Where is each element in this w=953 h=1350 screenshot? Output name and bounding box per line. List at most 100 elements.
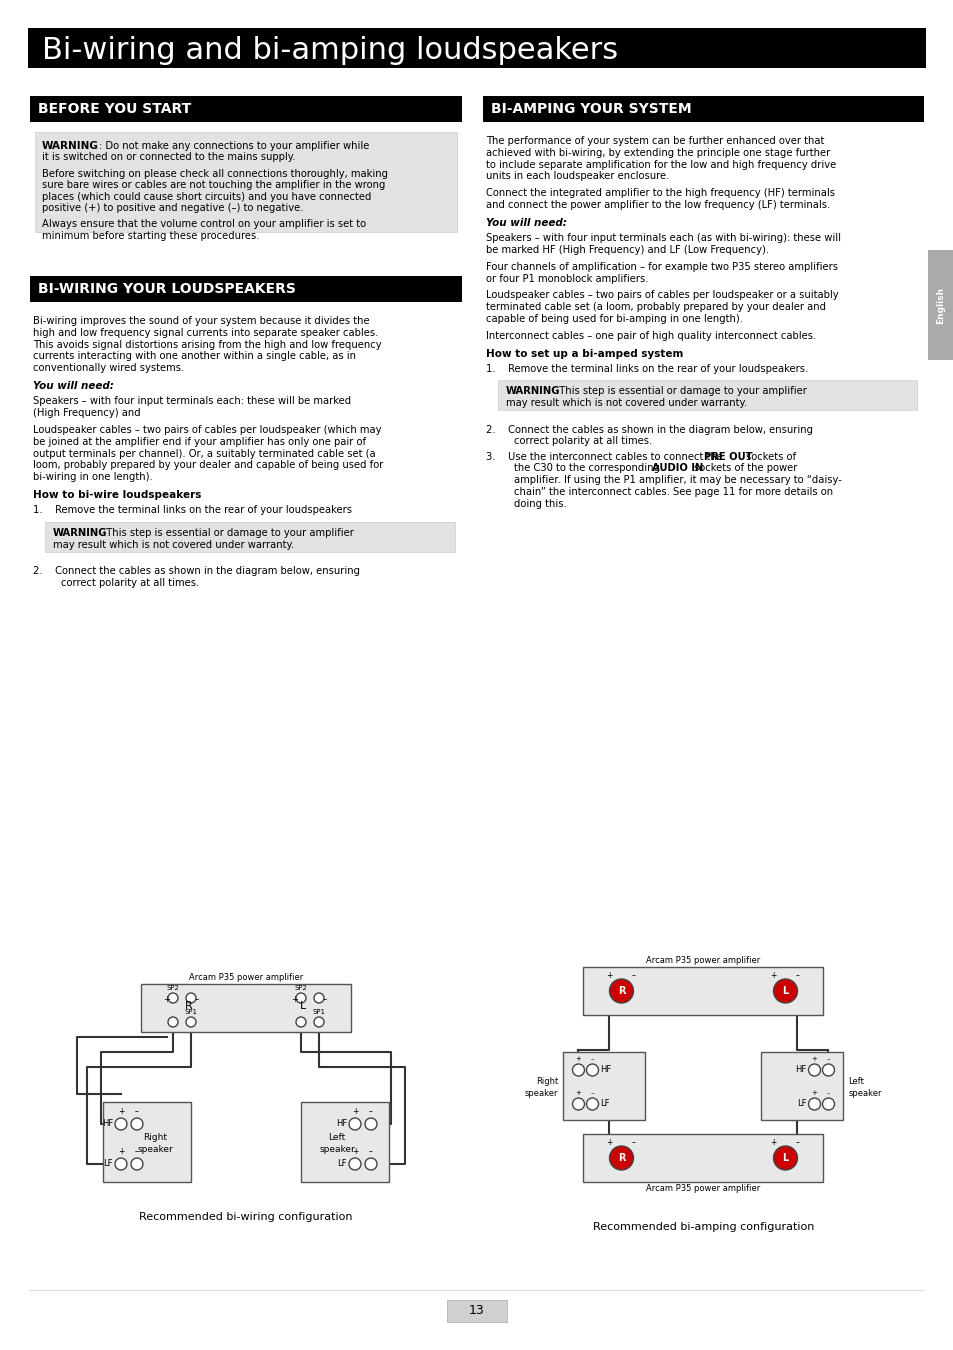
Text: +: + — [163, 995, 171, 1004]
Text: BI-AMPING YOUR SYSTEM: BI-AMPING YOUR SYSTEM — [491, 103, 691, 116]
Text: R: R — [618, 1153, 624, 1162]
Text: output terminals per channel). Or, a suitably terminated cable set (a: output terminals per channel). Or, a sui… — [33, 448, 375, 459]
Bar — [103, 1102, 191, 1183]
Text: 2.    Connect the cables as shown in the diagram below, ensuring: 2. Connect the cables as shown in the di… — [33, 566, 359, 576]
Text: 13: 13 — [469, 1304, 484, 1318]
Text: +: + — [575, 1056, 580, 1062]
Circle shape — [168, 1017, 178, 1027]
Bar — [497, 381, 916, 410]
Text: :This step is essential or damage to your amplifier: :This step is essential or damage to you… — [103, 528, 354, 537]
Text: may result which is not covered under warranty.: may result which is not covered under wa… — [505, 398, 746, 408]
Circle shape — [609, 1146, 633, 1170]
Text: Arcam P35 power amplifier: Arcam P35 power amplifier — [646, 1184, 760, 1193]
Circle shape — [365, 1158, 376, 1170]
Bar — [30, 275, 461, 302]
Bar — [35, 132, 456, 232]
Circle shape — [131, 1118, 143, 1130]
Text: +: + — [769, 971, 776, 980]
Text: –: – — [590, 1089, 594, 1096]
Text: LF: LF — [337, 1160, 347, 1169]
Text: Recommended bi-amping configuration: Recommended bi-amping configuration — [592, 1222, 813, 1233]
Bar — [583, 1134, 822, 1183]
Text: –: – — [631, 1138, 635, 1148]
Text: be joined at the amplifier end if your amplifier has only one pair of: be joined at the amplifier end if your a… — [33, 437, 366, 447]
Text: –: – — [590, 1056, 594, 1062]
Text: Loudspeaker cables – two pairs of cables per loudspeaker or a suitably: Loudspeaker cables – two pairs of cables… — [485, 290, 838, 300]
Circle shape — [314, 994, 324, 1003]
Text: +: + — [292, 995, 298, 1004]
Text: L: L — [781, 986, 788, 996]
Text: This avoids signal distortions arising from the high and low frequency: This avoids signal distortions arising f… — [33, 340, 381, 350]
Bar — [482, 96, 923, 122]
Text: +: + — [769, 1138, 776, 1148]
Text: LF: LF — [796, 1099, 805, 1108]
Circle shape — [186, 994, 195, 1003]
Text: LF: LF — [103, 1160, 112, 1169]
Text: –: – — [631, 971, 635, 980]
Text: 1.    Remove the terminal links on the rear of your loudspeakers: 1. Remove the terminal links on the rear… — [33, 505, 352, 516]
Circle shape — [572, 1098, 584, 1110]
Text: BEFORE YOU START: BEFORE YOU START — [38, 103, 191, 116]
Circle shape — [168, 994, 178, 1003]
Text: the C30 to the corresponding: the C30 to the corresponding — [514, 463, 662, 474]
Circle shape — [586, 1098, 598, 1110]
Text: correct polarity at all times.: correct polarity at all times. — [61, 578, 199, 587]
Text: speaker: speaker — [847, 1088, 882, 1098]
Text: capable of being used for bi-amping in one length).: capable of being used for bi-amping in o… — [485, 315, 742, 324]
Circle shape — [349, 1118, 360, 1130]
Text: Interconnect cables – one pair of high quality interconnect cables.: Interconnect cables – one pair of high q… — [485, 331, 816, 340]
Text: PRE OUT: PRE OUT — [703, 452, 752, 462]
Text: Bi-wiring improves the sound of your system because it divides the: Bi-wiring improves the sound of your sys… — [33, 316, 369, 325]
Circle shape — [115, 1158, 127, 1170]
Text: high and low frequency signal currents into separate speaker cables.: high and low frequency signal currents i… — [33, 328, 378, 338]
Circle shape — [807, 1064, 820, 1076]
Text: –: – — [135, 1107, 139, 1116]
Text: How to bi-wire loudspeakers: How to bi-wire loudspeakers — [33, 490, 201, 500]
Text: currents interacting with one another within a single cable, as in: currents interacting with one another wi… — [33, 351, 355, 362]
Circle shape — [314, 1017, 324, 1027]
Text: HF: HF — [795, 1065, 805, 1075]
Bar — [141, 984, 351, 1031]
Text: R: R — [618, 986, 624, 996]
Text: units in each loudspeaker enclosure.: units in each loudspeaker enclosure. — [485, 171, 669, 181]
Text: Speakers – with four input terminals each (as with bi-wiring): these will: Speakers – with four input terminals eac… — [485, 234, 841, 243]
Text: places (which could cause short circuits) and you have connected: places (which could cause short circuits… — [42, 192, 371, 201]
Text: or four P1 monoblock amplifiers.: or four P1 monoblock amplifiers. — [485, 274, 648, 284]
Text: achieved with bi-wiring, by extending the principle one stage further: achieved with bi-wiring, by extending th… — [485, 147, 829, 158]
Text: speaker: speaker — [319, 1146, 355, 1154]
Text: and connect the power amplifier to the low frequency (LF) terminals.: and connect the power amplifier to the l… — [485, 200, 829, 211]
Text: WARNING: WARNING — [53, 528, 108, 537]
Text: 2.    Connect the cables as shown in the diagram below, ensuring: 2. Connect the cables as shown in the di… — [485, 424, 812, 435]
Text: SP1: SP1 — [184, 1008, 197, 1015]
Bar — [927, 250, 953, 360]
Text: Arcam P35 power amplifier: Arcam P35 power amplifier — [646, 956, 760, 965]
Circle shape — [349, 1158, 360, 1170]
Text: SP2: SP2 — [167, 986, 179, 991]
Text: SP1: SP1 — [313, 1008, 325, 1015]
Text: Recommended bi-wiring configuration: Recommended bi-wiring configuration — [139, 1212, 353, 1222]
Text: –: – — [135, 1148, 139, 1156]
Text: The performance of your system can be further enhanced over that: The performance of your system can be fu… — [485, 136, 823, 146]
Text: minimum before starting these procedures.: minimum before starting these procedures… — [42, 231, 259, 240]
Text: English: English — [936, 286, 944, 324]
Text: : Do not make any connections to your amplifier while: : Do not make any connections to your am… — [99, 140, 369, 151]
Text: +: + — [117, 1107, 124, 1116]
Text: HF: HF — [335, 1119, 347, 1129]
Text: Before switching on please check all connections thoroughly, making: Before switching on please check all con… — [42, 169, 388, 178]
Text: +: + — [811, 1056, 817, 1062]
Text: –: – — [322, 995, 327, 1004]
Text: (High Frequency) and: (High Frequency) and — [33, 408, 144, 418]
Text: sockets of: sockets of — [745, 452, 796, 462]
Text: L: L — [781, 1153, 788, 1162]
Text: speaker: speaker — [137, 1146, 172, 1154]
Circle shape — [295, 994, 306, 1003]
Text: loom, probably prepared by your dealer and capable of being used for: loom, probably prepared by your dealer a… — [33, 460, 383, 470]
Text: R: R — [185, 1000, 193, 1011]
Text: Loudspeaker cables – two pairs of cables per loudspeaker (which may: Loudspeaker cables – two pairs of cables… — [33, 425, 381, 435]
Text: +: + — [575, 1089, 580, 1096]
Text: AUDIO IN: AUDIO IN — [651, 463, 702, 474]
Text: –: – — [795, 971, 799, 980]
Bar — [760, 1052, 842, 1120]
Text: Speakers – with four input terminals each: these will be marked: Speakers – with four input terminals eac… — [33, 397, 354, 406]
Text: +: + — [606, 1138, 612, 1148]
